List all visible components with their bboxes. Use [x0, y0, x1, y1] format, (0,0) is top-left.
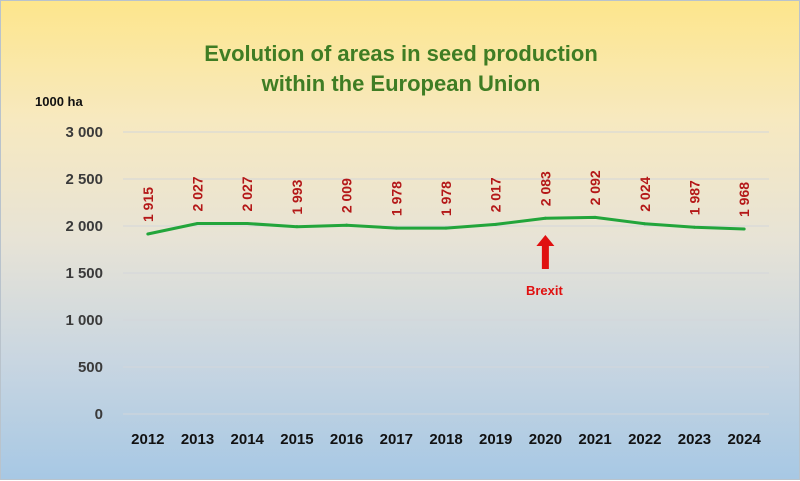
data-point	[643, 222, 647, 226]
x-tick-label: 2016	[330, 431, 363, 448]
data-label: 1 978	[388, 181, 404, 216]
y-tick-label: 2 500	[65, 171, 103, 188]
data-label: 2 083	[537, 171, 553, 206]
data-label: 1 915	[140, 187, 156, 222]
data-point	[444, 226, 448, 230]
data-label: 1 993	[289, 179, 305, 214]
data-point	[593, 215, 597, 219]
x-tick-label: 2022	[628, 431, 661, 448]
y-tick-label: 1 000	[65, 312, 103, 329]
data-label: 2 027	[239, 176, 255, 211]
data-point	[146, 232, 150, 236]
y-tick-label: 0	[95, 406, 103, 423]
data-point	[245, 221, 249, 225]
data-label: 1 987	[686, 180, 702, 215]
chart-title: Evolution of areas in seed production wi…	[141, 39, 661, 99]
x-tick-label: 2021	[578, 431, 611, 448]
data-point	[543, 216, 547, 220]
x-tick-label: 2020	[529, 431, 562, 448]
data-label: 2 024	[637, 176, 653, 211]
y-tick-label: 500	[78, 359, 103, 376]
data-point	[494, 222, 498, 226]
chart-title-line-1: Evolution of areas in seed production	[204, 41, 598, 66]
data-point	[692, 225, 696, 229]
y-tick-label: 2 000	[65, 218, 103, 235]
data-point	[345, 223, 349, 227]
brexit-annotation: Brexit	[526, 283, 564, 298]
chart-title-line-2: within the European Union	[261, 71, 541, 96]
brexit-arrow	[536, 235, 555, 269]
data-point	[394, 226, 398, 230]
y-tick-label: 1 500	[65, 265, 103, 282]
data-label: 1 978	[438, 181, 454, 216]
data-point	[295, 225, 299, 229]
x-tick-label: 2018	[429, 431, 462, 448]
x-tick-label: 2014	[231, 431, 265, 448]
x-tick-label: 2017	[380, 431, 413, 448]
data-label: 2 092	[587, 170, 603, 205]
x-tick-label: 2019	[479, 431, 512, 448]
y-axis-unit-label: 1000 ha	[35, 94, 83, 109]
data-label: 2 017	[488, 177, 504, 212]
data-label: 2 009	[339, 178, 355, 213]
x-tick-label: 2023	[678, 431, 711, 448]
data-point	[196, 221, 200, 225]
x-tick-label: 2024	[727, 431, 761, 448]
x-tick-label: 2012	[131, 431, 164, 448]
x-tick-label: 2013	[181, 431, 214, 448]
data-label: 1 968	[736, 182, 752, 217]
data-label: 2 027	[190, 176, 206, 211]
data-point	[742, 227, 746, 231]
y-tick-label: 3 000	[65, 124, 103, 141]
x-tick-label: 2015	[280, 431, 313, 448]
